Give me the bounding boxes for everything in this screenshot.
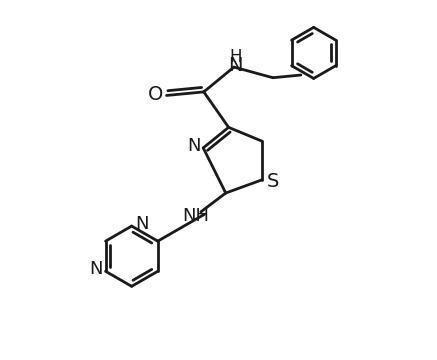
Text: O: O (148, 85, 163, 104)
Text: NH: NH (182, 207, 209, 225)
Text: S: S (267, 172, 279, 191)
Text: N: N (135, 215, 148, 233)
Text: N: N (89, 261, 102, 279)
Text: N: N (187, 137, 201, 155)
Text: H: H (229, 48, 242, 66)
Text: N: N (229, 56, 243, 75)
